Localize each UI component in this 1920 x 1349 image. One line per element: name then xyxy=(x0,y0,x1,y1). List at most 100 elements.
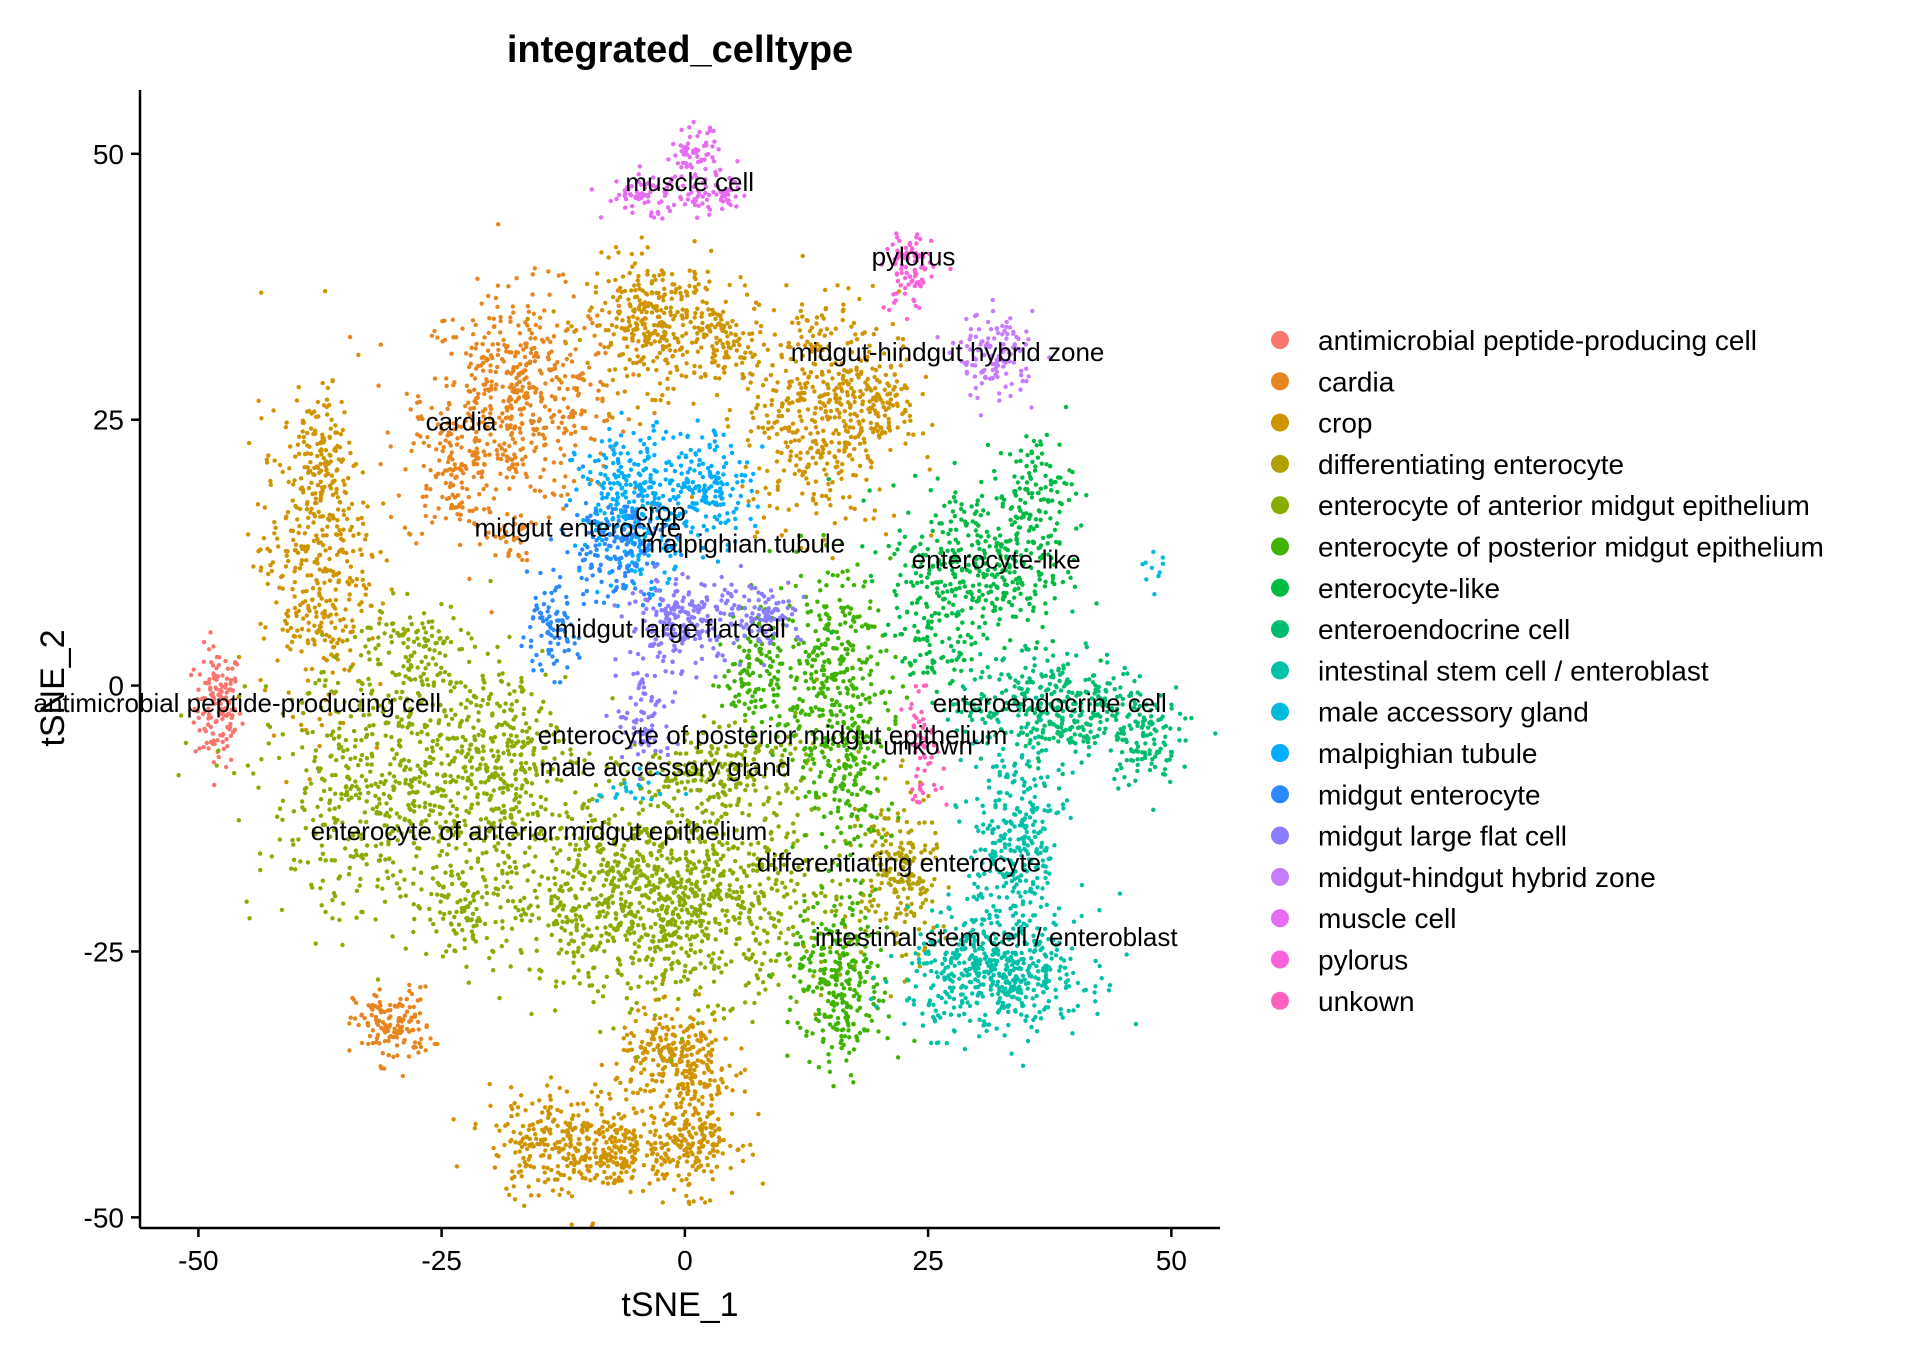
data-point xyxy=(686,1122,692,1127)
data-point xyxy=(761,515,767,520)
data-point xyxy=(905,895,910,901)
data-point xyxy=(481,791,487,796)
data-point xyxy=(543,807,548,812)
data-point xyxy=(471,462,476,467)
data-point xyxy=(657,1134,663,1140)
data-point xyxy=(888,447,893,453)
data-point xyxy=(601,883,606,888)
data-point xyxy=(771,308,777,313)
data-point xyxy=(201,639,207,645)
data-point xyxy=(660,393,665,398)
data-point xyxy=(536,1178,541,1183)
data-point xyxy=(693,882,698,887)
data-point xyxy=(584,281,590,287)
data-point xyxy=(343,624,349,629)
data-point xyxy=(370,806,376,812)
data-point xyxy=(296,837,301,842)
data-point xyxy=(635,322,640,328)
data-point xyxy=(627,323,633,328)
data-point xyxy=(543,1148,548,1153)
data-point xyxy=(214,654,220,660)
data-point xyxy=(576,945,581,951)
data-point xyxy=(638,916,643,921)
data-point xyxy=(705,936,711,941)
data-point xyxy=(731,342,736,348)
data-point xyxy=(449,450,454,455)
data-point xyxy=(601,857,606,862)
data-point xyxy=(675,336,680,341)
data-point xyxy=(511,1129,516,1135)
data-point xyxy=(500,411,505,416)
data-point xyxy=(701,332,707,337)
data-point xyxy=(659,1162,664,1167)
data-point xyxy=(415,763,420,768)
data-point xyxy=(323,909,328,915)
data-point xyxy=(376,858,382,863)
data-point xyxy=(740,484,745,489)
data-point xyxy=(315,537,320,542)
data-point xyxy=(906,431,911,437)
data-point xyxy=(886,816,891,821)
data-point xyxy=(333,423,338,428)
data-point xyxy=(836,371,841,377)
data-point xyxy=(285,644,290,649)
data-point xyxy=(785,831,790,836)
data-point xyxy=(510,436,515,442)
data-point xyxy=(488,1103,493,1109)
data-point xyxy=(307,444,312,449)
data-point xyxy=(738,865,743,870)
data-point xyxy=(577,1141,583,1147)
data-point xyxy=(199,696,204,702)
data-point xyxy=(701,900,706,906)
data-point xyxy=(484,379,490,384)
data-point xyxy=(342,410,347,415)
data-point xyxy=(594,414,599,419)
data-point xyxy=(839,468,844,474)
data-point xyxy=(304,558,309,563)
data-point xyxy=(410,722,415,727)
data-point xyxy=(507,395,513,400)
data-point xyxy=(660,981,665,987)
data-point xyxy=(460,505,465,510)
data-point xyxy=(710,344,715,349)
data-point xyxy=(660,1025,665,1031)
data-point xyxy=(882,413,888,418)
data-point xyxy=(551,334,557,339)
data-point xyxy=(648,1105,654,1111)
data-point xyxy=(831,839,836,844)
data-point xyxy=(331,644,337,650)
data-point xyxy=(658,1049,664,1054)
data-point xyxy=(571,950,576,955)
data-point xyxy=(460,485,465,490)
data-point xyxy=(527,360,533,366)
data-point xyxy=(903,409,908,414)
data-point xyxy=(320,878,325,883)
data-point xyxy=(702,372,708,377)
data-point xyxy=(348,854,353,859)
data-point xyxy=(593,1146,598,1152)
data-point xyxy=(878,812,883,817)
data-point xyxy=(512,1101,517,1106)
data-point xyxy=(812,411,817,416)
data-point xyxy=(556,273,561,278)
data-point xyxy=(800,367,805,372)
data-point xyxy=(487,316,492,321)
data-point xyxy=(569,1222,574,1227)
data-point xyxy=(663,330,668,335)
data-point xyxy=(562,928,568,933)
data-point xyxy=(507,467,512,472)
data-point xyxy=(229,707,234,712)
chart-title: integrated_celltype xyxy=(507,29,853,71)
data-point xyxy=(571,1153,576,1158)
data-point xyxy=(688,319,693,325)
data-point xyxy=(517,426,522,431)
data-point xyxy=(494,382,499,387)
data-point xyxy=(661,298,666,303)
data-point xyxy=(661,896,666,901)
data-point xyxy=(707,1029,713,1034)
data-point xyxy=(457,502,462,507)
data-point xyxy=(750,354,755,359)
data-point xyxy=(920,885,926,891)
data-point xyxy=(351,728,357,734)
data-point xyxy=(454,909,459,915)
